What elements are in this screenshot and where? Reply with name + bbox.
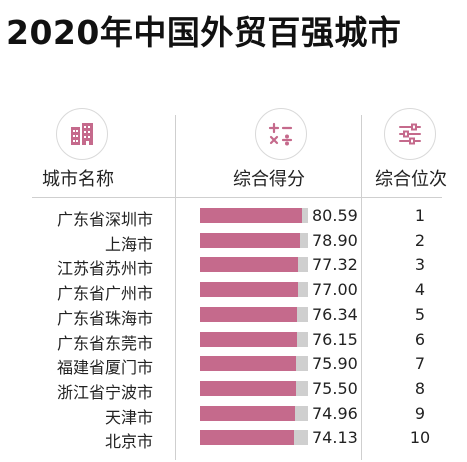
bar-track [200,306,308,322]
ranking-row: 北京市 74.13 10 [0,426,467,451]
score-value: 80.59 [312,206,358,225]
ranking-row: 江苏省苏州市 77.32 3 [0,253,467,278]
bar-track [200,208,308,223]
rank-value: 4 [414,280,426,300]
city-buildings-icon [56,108,108,160]
score-bar [200,208,303,223]
score-bar [200,430,295,446]
ranking-row: 广东省深圳市 80.59 1 [0,204,467,229]
ranking-row: 天津市 74.96 9 [0,402,467,427]
score-value: 74.96 [312,403,358,423]
header-city: 城市名称 [42,169,114,190]
score-value: 76.15 [312,329,358,349]
score-value: 78.90 [312,230,358,250]
column-divider [175,115,176,460]
header-score: 综合得分 [233,169,305,190]
score-value: 77.32 [312,255,358,275]
score-value: 75.90 [312,354,358,374]
score-value: 76.34 [312,304,358,324]
ranking-row: 上海市 78.90 2 [0,229,467,254]
score-bar [200,380,296,396]
rank-value: 7 [414,354,426,374]
score-bar [200,405,296,421]
page-title: 2020年中国外贸百强城市 [6,13,402,52]
math-operators-icon [255,108,307,160]
rank-value: 10 [409,428,431,448]
city-label: 广东省深圳市 [56,210,153,229]
score-value: 77.00 [312,280,358,300]
score-bar [200,282,298,298]
city-label: 广东省广州市 [56,284,153,304]
ranking-row: 浙江省宁波市 75.50 8 [0,377,467,402]
score-bar [200,306,297,322]
sliders-icon [384,108,436,160]
bar-track [200,356,308,372]
score-value: 74.13 [312,428,358,448]
column-divider [361,115,362,460]
city-label: 江苏省苏州市 [56,259,153,279]
rank-value: 8 [414,378,426,398]
ranking-row: 广东省广州市 77.00 4 [0,278,467,303]
bar-track [200,405,308,421]
rank-value: 6 [414,329,426,349]
bar-track [200,282,308,298]
city-label: 广东省东莞市 [56,333,153,353]
header-divider [32,197,442,198]
rank-value: 5 [414,304,426,324]
city-label: 北京市 [104,432,153,452]
city-label: 福建省厦门市 [56,358,153,378]
bar-track [200,331,308,347]
rank-value: 1 [414,206,426,225]
city-label: 上海市 [104,234,153,254]
city-label: 浙江省宁波市 [56,382,153,402]
city-label: 广东省珠海市 [56,308,153,328]
bar-track [200,232,308,248]
score-value: 75.50 [312,378,358,398]
ranking-row: 福建省厦门市 75.90 7 [0,352,467,377]
rank-value: 9 [414,403,426,423]
rank-value: 2 [414,230,426,250]
score-bar [200,331,297,347]
ranking-row: 广东省东莞市 76.15 6 [0,328,467,353]
city-label: 天津市 [104,407,153,427]
bar-track [200,430,308,446]
score-bar [200,257,299,273]
ranking-row: 广东省珠海市 76.34 5 [0,303,467,328]
rank-value: 3 [414,255,426,275]
score-bar [200,232,301,248]
bar-track [200,257,308,273]
bar-track [200,380,308,396]
header-rank: 综合位次 [375,169,447,190]
score-bar [200,356,297,372]
